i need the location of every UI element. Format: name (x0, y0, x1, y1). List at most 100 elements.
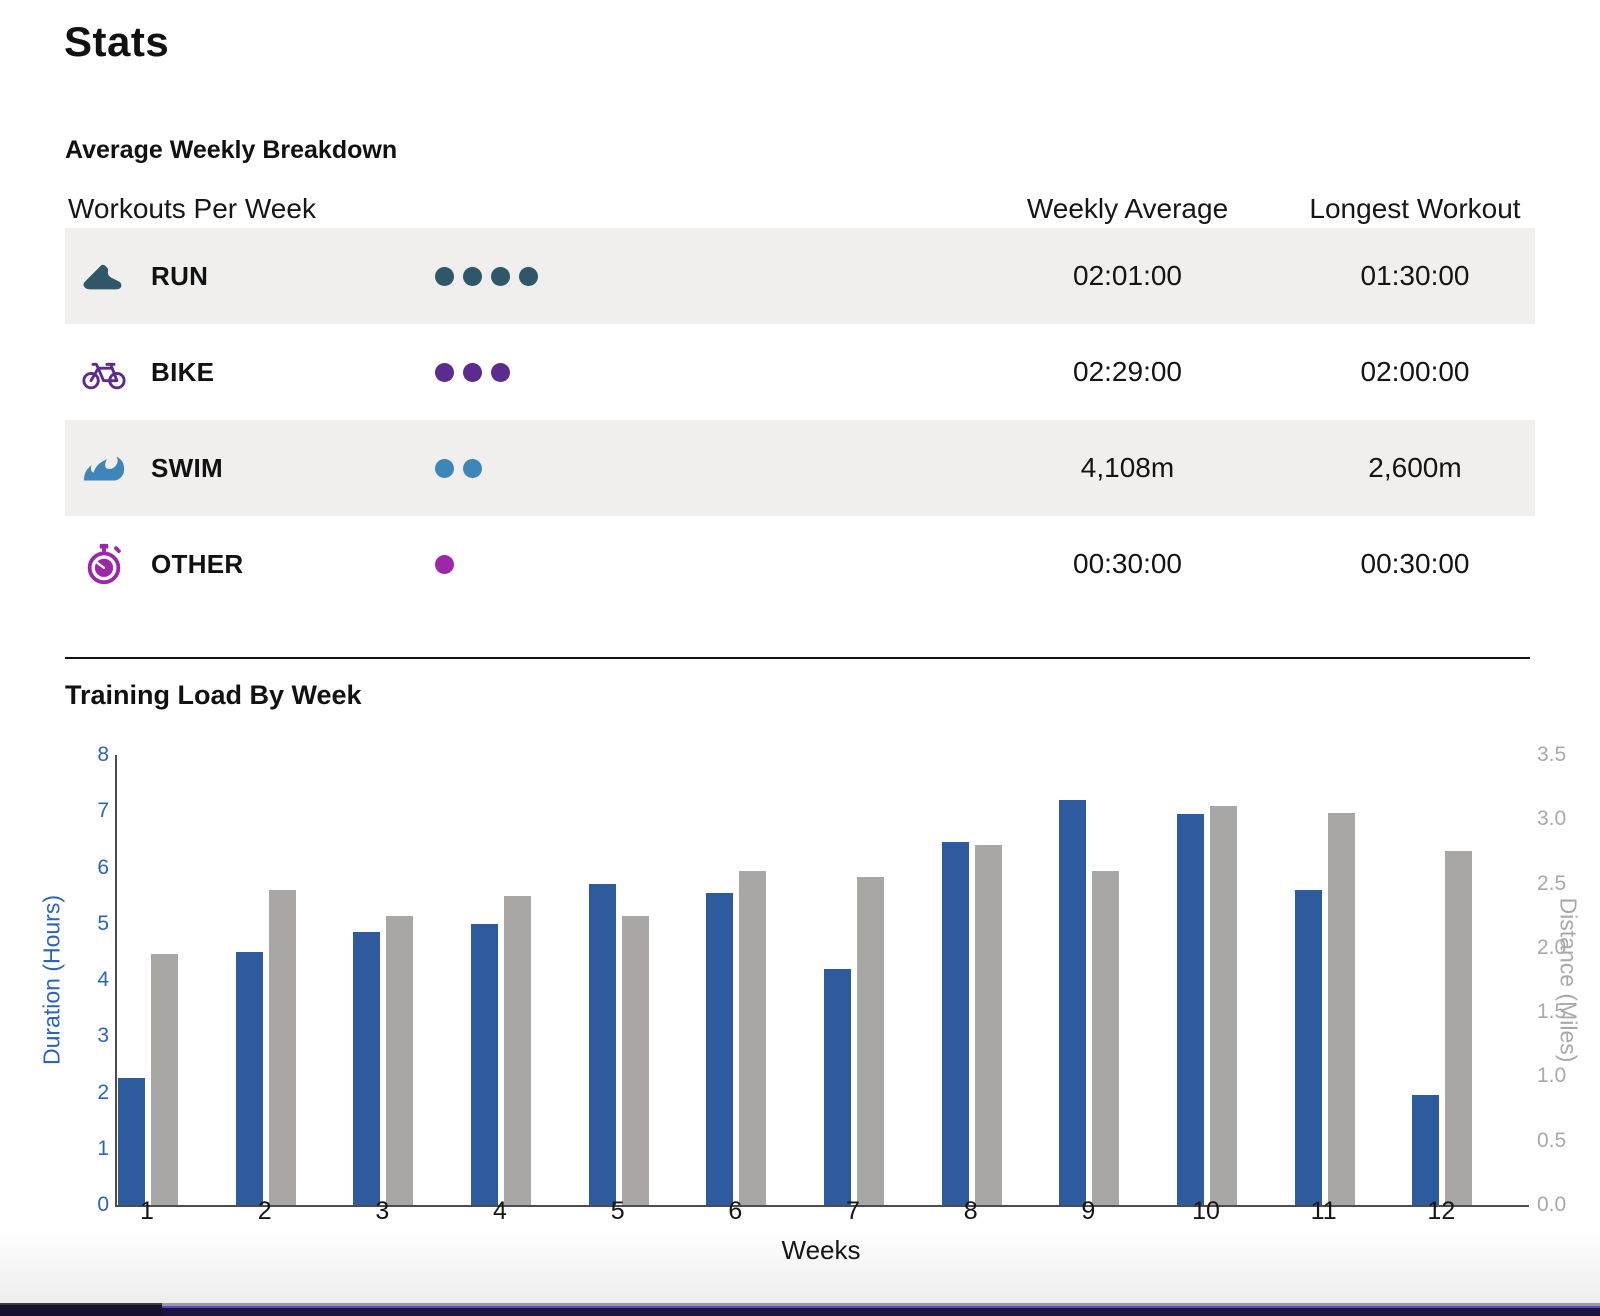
distance-bar (1327, 812, 1355, 1205)
x-tick-label: 8 (963, 1197, 978, 1225)
workout-dot (519, 266, 538, 286)
distance-bar (151, 954, 178, 1205)
workout-dot (463, 362, 482, 382)
sport-cell: OTHER (65, 541, 420, 587)
x-tick-label: 9 (1081, 1197, 1096, 1225)
sport-cell: BIKE (65, 349, 420, 395)
sport-label: RUN (151, 260, 209, 291)
left-axis-tick: 5 (97, 911, 109, 935)
x-tick-label: 2 (257, 1197, 272, 1225)
right-axis-tick: 2.5 (1537, 871, 1567, 895)
section-divider (65, 657, 1530, 659)
left-axis-title: Duration (Hours) (38, 895, 65, 1065)
duration-bar (1412, 1095, 1440, 1205)
week-bar-group (352, 755, 470, 1205)
duration-bar (1059, 800, 1087, 1205)
chart-plot-area: 0 1 2 3 4 5 6 7 8 0.0 0.5 1.0 1.5 2.0 2.5 3.0 3.5 (97, 744, 1566, 1216)
week-bar-group (470, 755, 588, 1205)
breakdown-heading: Average Weekly Breakdown (65, 136, 398, 164)
page-title: Stats (64, 18, 170, 65)
workout-dot (435, 362, 454, 382)
stopwatch-icon (87, 543, 121, 585)
week-bar-group (823, 755, 941, 1205)
right-axis-tick: 1.0 (1537, 1064, 1567, 1088)
x-tick-label: 5 (610, 1197, 625, 1225)
x-tick-label: 7 (846, 1197, 860, 1225)
duration-bar (706, 892, 734, 1205)
weekly-average-value: 00:30:00 (1073, 548, 1182, 579)
longest-workout-value: 2,600m (1368, 452, 1462, 483)
longest-workout-value: 01:30:00 (1360, 260, 1470, 291)
x-tick-label: 10 (1192, 1197, 1220, 1225)
duration-bar (235, 951, 263, 1205)
left-axis-tick: 8 (97, 743, 109, 766)
duration-bar (353, 932, 381, 1205)
workout-dot (491, 266, 510, 286)
distance-bar (1210, 806, 1237, 1205)
duration-bar (471, 923, 498, 1205)
sport-cell: SWIM (65, 445, 420, 491)
workout-dot (435, 554, 454, 574)
right-axis-tick: 2.0 (1537, 935, 1567, 959)
bike-icon (82, 362, 126, 390)
run-shoe-icon (83, 264, 122, 290)
x-tick-label: 12 (1427, 1197, 1456, 1225)
sport-label: SWIM (151, 452, 223, 483)
week-bar-group (1058, 755, 1176, 1205)
distance-bar (504, 896, 531, 1205)
table-row: OTHER 00:30:00 00:30:00 (65, 516, 1535, 612)
right-axis-tick: 3.0 (1537, 807, 1567, 831)
week-bar-group (588, 755, 706, 1205)
left-axis-tick: 2 (97, 1080, 109, 1104)
col-workouts-per-week: Workouts Per Week (68, 193, 316, 224)
left-axis-tick: 6 (97, 855, 109, 879)
distance-bar (1445, 851, 1473, 1205)
duration-bar (1177, 814, 1204, 1205)
distance-bar (1092, 870, 1120, 1205)
distance-bar (621, 915, 649, 1205)
left-axis-tick: 7 (97, 799, 109, 823)
distance-bar (857, 877, 884, 1205)
right-axis-title: Distance (Miles) (1555, 897, 1582, 1063)
x-tick-label: 1 (140, 1197, 154, 1225)
x-tick-label: 4 (493, 1197, 507, 1225)
week-bar-group (705, 755, 823, 1205)
longest-workout-value: 02:00:00 (1360, 356, 1470, 387)
left-axis-tick: 4 (97, 968, 109, 991)
distance-bar (739, 870, 767, 1205)
week-bar-group (1411, 755, 1529, 1205)
workout-dot (463, 266, 482, 286)
workouts-per-week-dots (420, 458, 960, 478)
distance-bar (268, 890, 296, 1205)
right-axis-tick: 1.5 (1537, 1000, 1567, 1024)
swim-wave-icon (83, 456, 125, 481)
sport-icon-slot (81, 445, 127, 491)
bottom-window-edge-right (162, 1303, 1600, 1316)
sport-icon-slot (81, 349, 127, 395)
weekly-average-value: 4,108m (1080, 452, 1175, 483)
right-axis-tick: 0.5 (1537, 1128, 1567, 1152)
left-axis-tick: 0 (97, 1193, 109, 1216)
sport-icon-slot (81, 541, 127, 587)
sport-icon-slot (81, 253, 127, 299)
breakdown-table-header: Workouts Per Week Weekly Average Longest… (65, 190, 1535, 228)
duration-bar (118, 1078, 145, 1205)
x-tick-label: 11 (1310, 1197, 1337, 1225)
workouts-per-week-dots (420, 554, 960, 574)
workout-dot (491, 362, 510, 382)
sport-cell: RUN (65, 253, 420, 299)
workout-dot (435, 458, 454, 478)
week-bar-group (235, 755, 353, 1205)
workout-dot (463, 458, 482, 478)
x-axis-title: Weeks (781, 1235, 861, 1265)
workout-dot (435, 266, 454, 286)
weekly-average-value: 02:29:00 (1073, 356, 1182, 387)
page-bottom-fade (0, 1230, 1600, 1303)
chart-title: Training Load By Week (65, 680, 362, 710)
week-bar-group (1176, 755, 1294, 1205)
table-row: RUN 02:01:00 01:30:00 (65, 228, 1535, 324)
workouts-per-week-dots (420, 362, 960, 382)
col-weekly-average: Weekly Average (1026, 193, 1229, 224)
week-bar-group (941, 755, 1059, 1205)
